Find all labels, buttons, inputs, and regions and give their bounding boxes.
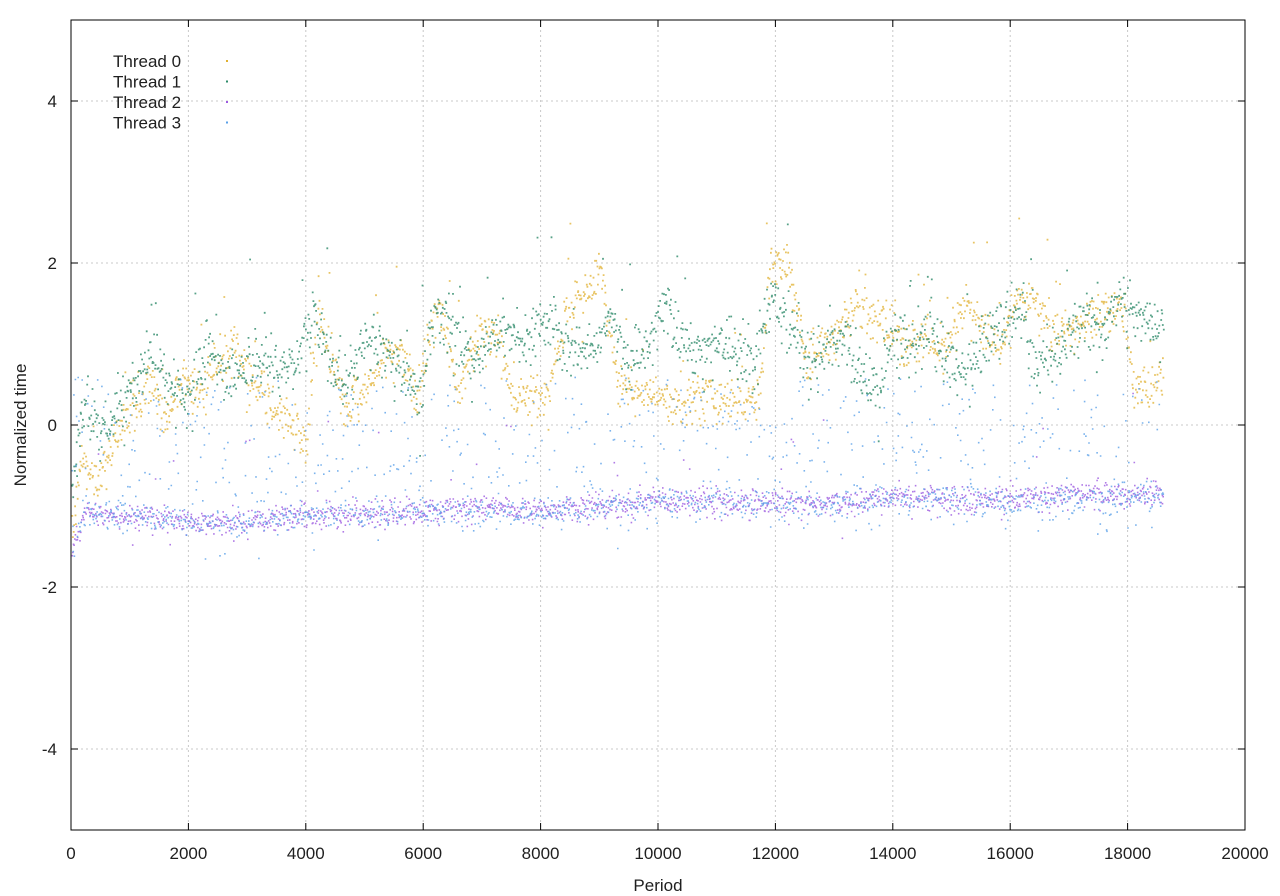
x-tick-label: 8000	[522, 844, 560, 863]
series-thread-2	[71, 392, 1165, 557]
series-points	[71, 217, 1165, 538]
legend-swatch	[226, 60, 228, 62]
x-tick-label: 16000	[987, 844, 1034, 863]
legend-swatch	[226, 101, 228, 103]
y-axis-title: Normalized time	[11, 364, 30, 487]
x-tick-label: 6000	[404, 844, 442, 863]
legend-swatch	[226, 121, 228, 124]
x-axis-title: Period	[633, 876, 682, 895]
x-tick-label: 10000	[634, 844, 681, 863]
x-tick-label: 18000	[1104, 844, 1151, 863]
y-tick-label: -2	[42, 578, 57, 597]
x-tick-label: 14000	[869, 844, 916, 863]
series-thread-0	[71, 217, 1165, 538]
series-thread-1	[71, 223, 1165, 499]
legend-label: Thread 2	[113, 93, 181, 112]
legend-label: Thread 0	[113, 52, 181, 71]
grid-lines	[71, 20, 1245, 830]
data-points	[71, 217, 1165, 560]
y-tick-label: 4	[48, 92, 57, 111]
y-tick-label: -4	[42, 740, 57, 759]
series-points	[71, 223, 1165, 499]
x-tick-label: 2000	[169, 844, 207, 863]
legend-label: Thread 1	[113, 73, 181, 92]
legend-swatch	[226, 80, 228, 83]
x-tick-label: 12000	[752, 844, 799, 863]
series-points	[71, 392, 1165, 557]
legend-label: Thread 3	[113, 114, 181, 133]
axis-ticks	[70, 20, 1246, 830]
tick-labels: 0 2000 4000 6000 8000 10000 12000 14000 16000 180…	[42, 92, 1269, 863]
y-tick-label: 0	[48, 416, 57, 435]
y-tick-label: 2	[48, 254, 57, 273]
x-tick-label: 20000	[1221, 844, 1268, 863]
x-tick-label: 4000	[287, 844, 325, 863]
x-tick-label: 0	[66, 844, 75, 863]
